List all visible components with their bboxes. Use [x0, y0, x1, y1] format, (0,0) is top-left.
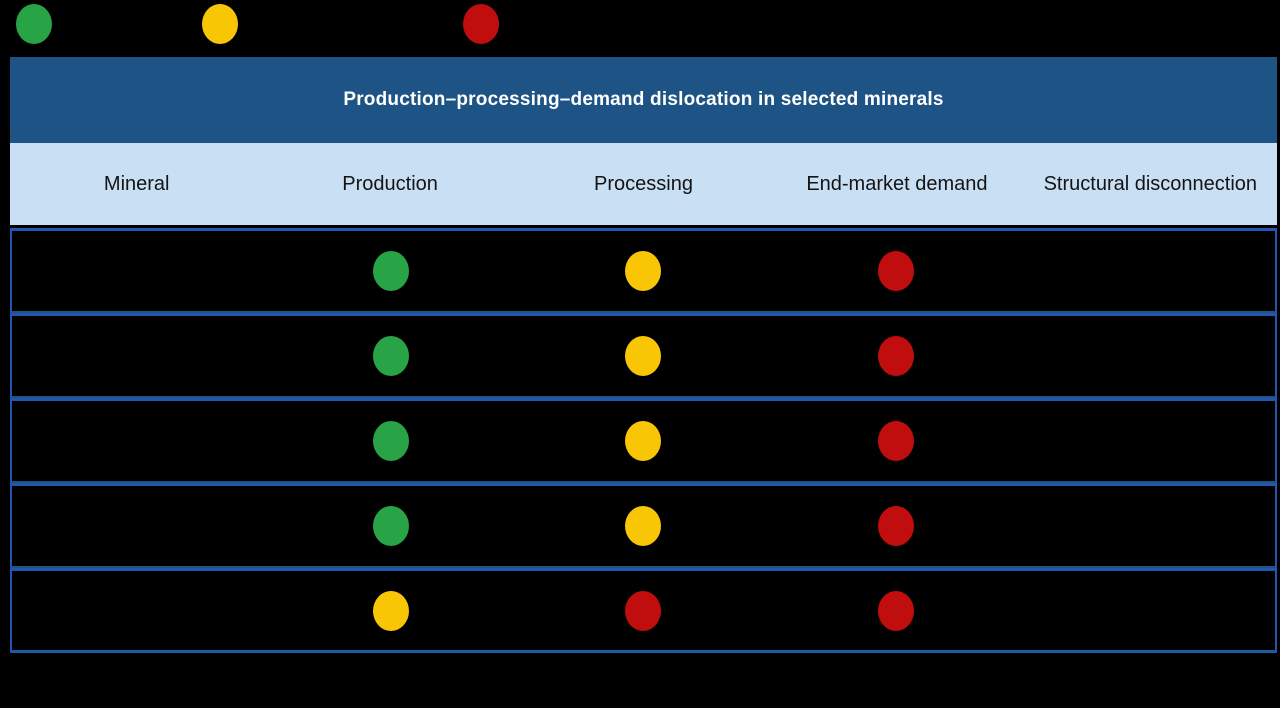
status-dot-yellow: [372, 590, 409, 631]
structural-disconnection-cell: [1022, 401, 1275, 481]
table-row: [10, 398, 1277, 483]
column-header-processing: Processing: [594, 172, 693, 195]
status-dot-green: [372, 251, 409, 291]
red-dot: [463, 4, 499, 44]
yellow-dot: [202, 4, 238, 44]
structural-disconnection-cell: [1022, 486, 1275, 566]
processing-cell: [517, 571, 770, 650]
status-dot-yellow: [625, 336, 662, 376]
status-dot-green: [372, 421, 409, 461]
mineral-cell: [12, 401, 265, 481]
end-market-demand-cell: [770, 571, 1023, 650]
status-dot-yellow: [625, 506, 662, 546]
status-dot-green: [372, 506, 409, 546]
status-dot-red: [878, 506, 915, 546]
end-market-demand-cell: [770, 401, 1023, 481]
status-dot-yellow: [625, 251, 662, 291]
mineral-cell: [12, 316, 265, 396]
structural-disconnection-cell: [1022, 571, 1275, 650]
production-cell: [265, 316, 518, 396]
production-cell: [265, 231, 518, 311]
table-header-row: Mineral Production Processing End-market de…: [10, 143, 1277, 225]
end-market-demand-cell: [770, 231, 1023, 311]
processing-cell: [517, 486, 770, 566]
status-dot-red: [878, 251, 915, 291]
table-body: [10, 228, 1277, 653]
table-row: [10, 313, 1277, 398]
dislocation-table: Production–processing–demand dislocation…: [10, 57, 1277, 653]
green-dot: [16, 4, 52, 44]
column-header-end-market-demand: End-market demand: [806, 172, 988, 195]
production-cell: [265, 571, 518, 650]
status-dot-red: [878, 421, 915, 461]
table-row: [10, 228, 1277, 313]
processing-cell: [517, 231, 770, 311]
column-header-mineral: Mineral: [103, 172, 170, 195]
table-title-bar: Production–processing–demand dislocation…: [10, 57, 1277, 143]
status-dot-red: [878, 336, 915, 376]
status-dot-yellow: [625, 421, 662, 461]
table-row: [10, 483, 1277, 568]
structural-disconnection-cell: [1022, 316, 1275, 396]
column-header-structural-disconnection: Structural disconnection: [1043, 172, 1258, 195]
status-dot-red: [878, 590, 915, 631]
status-dot-green: [372, 336, 409, 376]
mineral-cell: [12, 231, 265, 311]
structural-disconnection-cell: [1022, 231, 1275, 311]
mineral-cell: [12, 486, 265, 566]
end-market-demand-cell: [770, 316, 1023, 396]
mineral-cell: [12, 571, 265, 650]
end-market-demand-cell: [770, 486, 1023, 566]
production-cell: [265, 401, 518, 481]
production-cell: [265, 486, 518, 566]
processing-cell: [517, 401, 770, 481]
column-header-production: Production: [342, 172, 438, 195]
legend: [0, 0, 1280, 50]
status-dot-red: [625, 590, 662, 631]
table-row: [10, 568, 1277, 653]
table-title: Production–processing–demand dislocation…: [343, 89, 944, 110]
processing-cell: [517, 316, 770, 396]
